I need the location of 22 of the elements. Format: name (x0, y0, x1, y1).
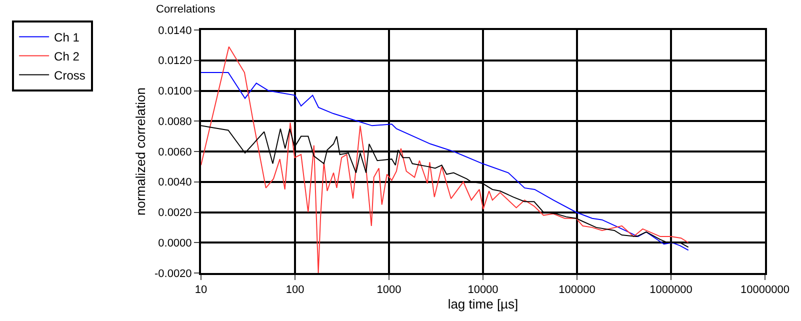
legend-label: Ch 1 (54, 30, 80, 44)
y-tick-label: 0.0140 (158, 24, 192, 37)
y-tick-label: 0.0100 (158, 86, 192, 98)
x-tick-label: 10000000 (740, 284, 790, 296)
chart-title: Correlations (156, 4, 216, 16)
y-tick-label: 0.0040 (158, 176, 192, 189)
y-tick-label: 0.0060 (158, 146, 192, 158)
y-tick-label: 0.0000 (158, 237, 192, 250)
x-tick-label: 1000 (376, 284, 402, 296)
x-tick-label: 100000 (558, 284, 596, 296)
x-tick-label: 10000 (468, 284, 498, 296)
x-tick-label: 100 (286, 284, 304, 296)
x-tick-label: 1000000 (650, 284, 692, 296)
y-tick-label: 0.0020 (158, 207, 192, 220)
y-tick-label: 0.0120 (158, 55, 192, 68)
y-tick-label: -0.0020 (154, 268, 192, 280)
legend-label: Cross (54, 68, 86, 82)
x-axis-title: lag time [µs] (448, 296, 518, 312)
legend-label: Ch 2 (54, 49, 80, 64)
y-tick-label: 0.0080 (158, 116, 192, 128)
y-axis-title: normalized correlation (132, 88, 148, 216)
x-tick-label: 10 (194, 284, 208, 296)
